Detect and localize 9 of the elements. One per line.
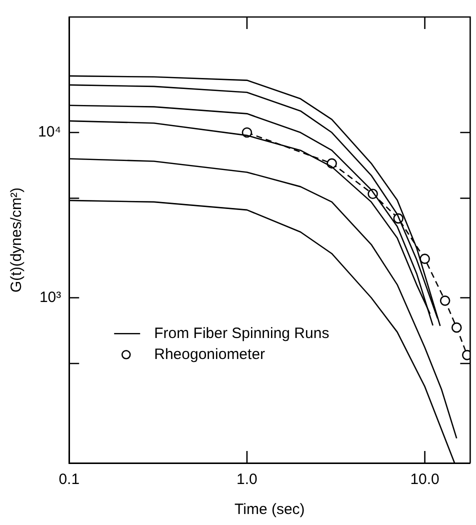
legend-label: Rheogoniometer	[154, 346, 266, 363]
y-axis-title: G(t)(dynes/cm²)	[8, 187, 26, 292]
x-tick-label: 0.1	[58, 471, 80, 488]
y-tick-label: 10³	[39, 288, 62, 306]
legend-label: From Fiber Spinning Runs	[154, 324, 330, 342]
x-axis-title: Time (sec)	[234, 501, 305, 518]
y-tick-label: 10⁴	[38, 124, 62, 141]
x-tick-label: 1.0	[236, 471, 258, 488]
x-tick-label: 10.0	[410, 471, 440, 488]
